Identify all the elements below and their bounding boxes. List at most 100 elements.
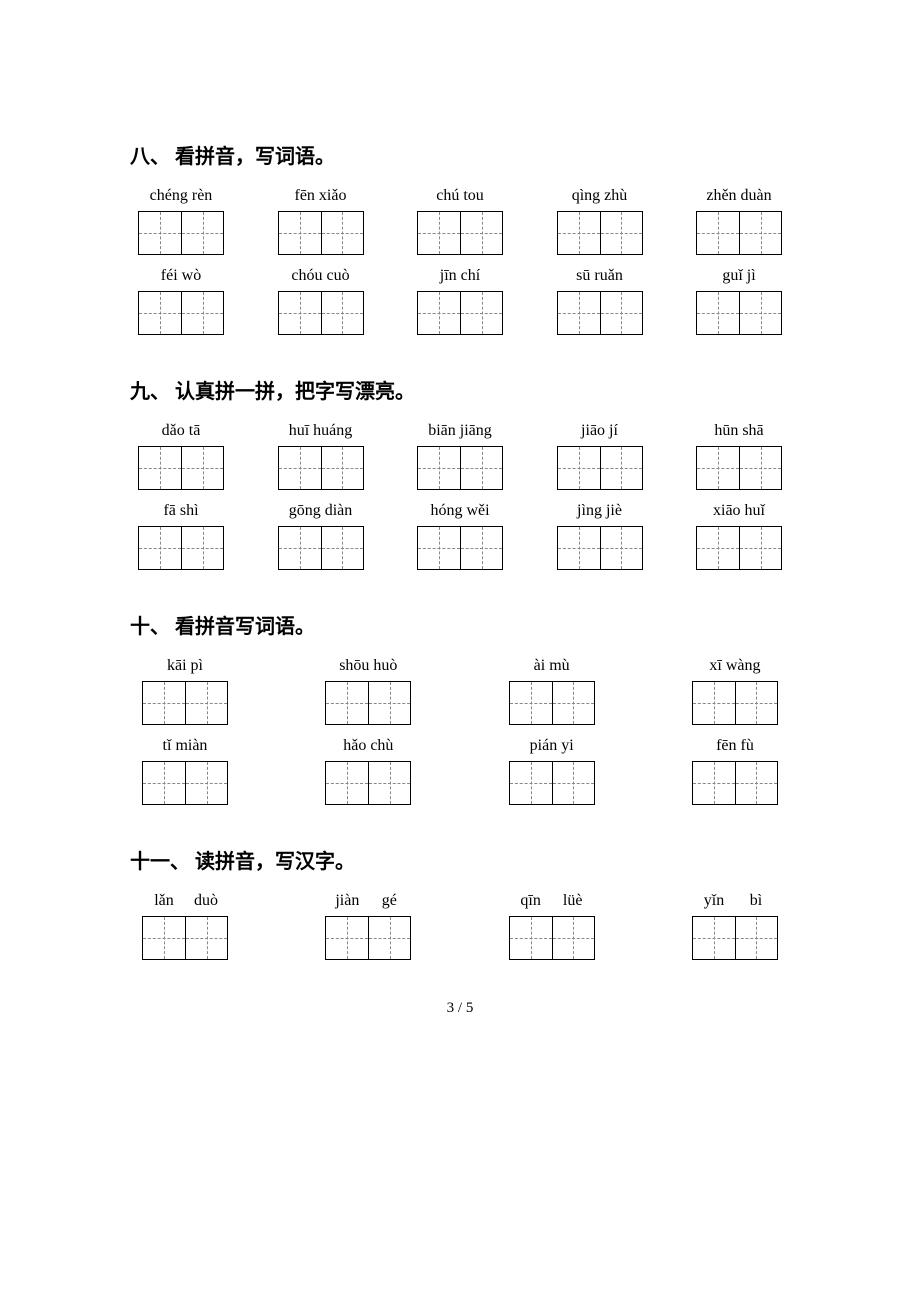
tianzi-pair — [692, 761, 778, 805]
section-8: 八、 看拼音，写词语。 chéng rèn fēn xiǎo chú tou q… — [130, 140, 790, 335]
tianzi-pair — [138, 291, 224, 335]
tianzi-pair — [142, 681, 228, 725]
tianzi-cell — [143, 682, 185, 724]
tianzi-cell — [279, 292, 321, 334]
tianzi-cell — [185, 762, 227, 804]
pinyin-item: tǐ miàn — [142, 737, 228, 805]
tianzi-pair — [509, 681, 595, 725]
tianzi-pair — [325, 761, 411, 805]
tianzi-pair — [325, 916, 411, 960]
pinyin-label: chóu cuò — [291, 267, 349, 285]
section-9-row-2: fā shì gōng diàn hóng wěi jìng jiè xiāo … — [130, 502, 790, 570]
tianzi-pair — [696, 291, 782, 335]
tianzi-pair — [696, 446, 782, 490]
tianzi-cell — [558, 447, 600, 489]
tianzi-pair — [138, 211, 224, 255]
tianzi-cell — [460, 212, 502, 254]
tianzi-pair — [142, 761, 228, 805]
pinyin-item: jìng jiè — [557, 502, 643, 570]
pinyin-label: jìng jiè — [577, 502, 622, 520]
tianzi-pair — [417, 526, 503, 570]
tianzi-cell — [181, 292, 223, 334]
tianzi-pair — [692, 681, 778, 725]
pinyin-item: jiàngé — [325, 892, 411, 960]
tianzi-cell — [693, 917, 735, 959]
tianzi-pair — [278, 291, 364, 335]
pinyin-label: kāi pì — [167, 657, 203, 675]
pinyin-label: qīnlüè — [510, 892, 594, 910]
pinyin-item: fā shì — [138, 502, 224, 570]
pinyin-label: ài mù — [534, 657, 570, 675]
tianzi-cell — [368, 682, 410, 724]
tianzi-cell — [558, 527, 600, 569]
tianzi-pair — [696, 526, 782, 570]
tianzi-pair — [325, 681, 411, 725]
tianzi-cell — [510, 682, 552, 724]
pinyin-label: hóng wěi — [430, 502, 489, 520]
pinyin-label: jīn chí — [440, 267, 480, 285]
pinyin-item: ài mù — [509, 657, 595, 725]
pinyin-item: qīnlüè — [509, 892, 595, 960]
pinyin-syllable: qīn — [510, 892, 552, 910]
section-8-row-2: féi wò chóu cuò jīn chí sū ruǎn guǐ jì — [130, 267, 790, 335]
tianzi-cell — [321, 447, 363, 489]
pinyin-syllable: jiàn — [326, 892, 368, 910]
tianzi-cell — [279, 527, 321, 569]
tianzi-cell — [321, 212, 363, 254]
tianzi-cell — [418, 292, 460, 334]
section-10: 十、 看拼音写词语。 kāi pì shōu huò ài mù xī wàng… — [130, 610, 790, 805]
pinyin-label: gōng diàn — [289, 502, 353, 520]
pinyin-label: xiāo huǐ — [713, 502, 765, 520]
tianzi-cell — [181, 527, 223, 569]
pinyin-label: hǎo chù — [343, 737, 393, 755]
section-8-row-1: chéng rèn fēn xiǎo chú tou qìng zhù zhěn… — [130, 187, 790, 255]
tianzi-cell — [460, 447, 502, 489]
pinyin-item: xī wàng — [692, 657, 778, 725]
tianzi-cell — [558, 292, 600, 334]
pinyin-label: qìng zhù — [572, 187, 628, 205]
tianzi-pair — [557, 211, 643, 255]
tianzi-cell — [697, 527, 739, 569]
tianzi-pair — [557, 526, 643, 570]
tianzi-cell — [143, 762, 185, 804]
pinyin-label: sū ruǎn — [576, 267, 623, 285]
section-9: 九、 认真拼一拼，把字写漂亮。 dǎo tā huī huáng biān ji… — [130, 375, 790, 570]
pinyin-label: dǎo tā — [162, 422, 201, 440]
pinyin-item: guǐ jì — [696, 267, 782, 335]
pinyin-syllable: yǐn — [693, 892, 735, 910]
pinyin-item: lǎnduò — [142, 892, 228, 960]
pinyin-label: zhěn duàn — [706, 187, 771, 205]
pinyin-item: gōng diàn — [278, 502, 364, 570]
tianzi-cell — [418, 527, 460, 569]
tianzi-cell — [139, 292, 181, 334]
tianzi-cell — [552, 917, 594, 959]
pinyin-item: pián yi — [509, 737, 595, 805]
pinyin-item: hǎo chù — [325, 737, 411, 805]
tianzi-cell — [510, 917, 552, 959]
pinyin-item: chú tou — [417, 187, 503, 255]
tianzi-cell — [600, 292, 642, 334]
tianzi-cell — [139, 447, 181, 489]
tianzi-cell — [326, 917, 368, 959]
pinyin-label: xī wàng — [709, 657, 760, 675]
pinyin-label: jiàngé — [326, 892, 410, 910]
tianzi-cell — [735, 682, 777, 724]
pinyin-syllable: lüè — [552, 892, 594, 910]
pinyin-item: shōu huò — [325, 657, 411, 725]
tianzi-cell — [697, 447, 739, 489]
tianzi-cell — [185, 917, 227, 959]
tianzi-cell — [181, 447, 223, 489]
pinyin-label: yǐnbì — [693, 892, 777, 910]
section-11-row-1: lǎnduò jiàngé qīnlüè yǐnbì — [130, 892, 790, 960]
tianzi-cell — [552, 762, 594, 804]
tianzi-pair — [138, 446, 224, 490]
tianzi-pair — [509, 761, 595, 805]
tianzi-cell — [600, 447, 642, 489]
tianzi-pair — [417, 291, 503, 335]
section-11: 十一、 读拼音，写汉字。 lǎnduò jiàngé qīnlüè yǐnbì — [130, 845, 790, 960]
tianzi-cell — [279, 447, 321, 489]
tianzi-pair — [278, 526, 364, 570]
pinyin-item: féi wò — [138, 267, 224, 335]
tianzi-cell — [600, 527, 642, 569]
pinyin-label: hūn shā — [714, 422, 763, 440]
